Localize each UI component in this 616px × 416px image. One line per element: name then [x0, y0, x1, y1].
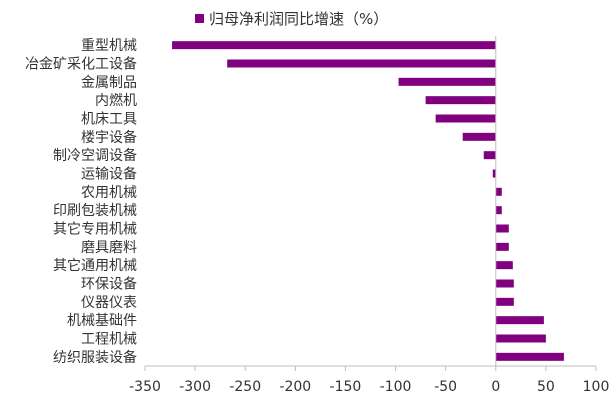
category-label: 重型机械 [81, 38, 137, 54]
x-tick-label: 0 [491, 379, 500, 395]
x-tick-label: -250 [229, 379, 261, 395]
bar [495, 187, 502, 196]
category-label: 纺织服装设备 [53, 349, 137, 366]
category-label: 磨具磨料 [81, 240, 137, 256]
category-label: 机床工具 [81, 112, 137, 128]
axes [144, 36, 597, 371]
bar [483, 151, 496, 160]
category-label: 环保设备 [81, 276, 137, 293]
category-label: 农用机械 [81, 185, 137, 201]
bar [462, 132, 496, 141]
bars [172, 41, 564, 361]
x-tick-label: 50 [537, 379, 555, 395]
bar [495, 297, 514, 306]
bar [495, 334, 546, 343]
x-tick-label: -200 [279, 379, 311, 395]
legend-label: 归母净利润同比增速（%） [209, 10, 388, 28]
category-label: 冶金矿采化工设备 [25, 56, 137, 73]
bar [227, 59, 496, 68]
legend: 归母净利润同比增速（%） [195, 10, 388, 28]
bar [398, 77, 496, 86]
bar [172, 41, 496, 50]
category-label: 其它专用机械 [53, 221, 137, 238]
bar [492, 169, 496, 178]
bar [495, 352, 564, 361]
bar [495, 242, 509, 251]
x-tick-label: 100 [583, 379, 610, 395]
category-label: 工程机械 [81, 332, 137, 348]
bar [495, 316, 544, 325]
category-label: 运输设备 [81, 166, 137, 183]
category-label: 金属制品 [81, 75, 137, 91]
x-tick-label: -150 [330, 379, 362, 395]
bar [435, 114, 496, 123]
category-labels: 重型机械冶金矿采化工设备金属制品内燃机机床工具楼宇设备制冷空调设备运输设备农用机… [25, 38, 137, 366]
x-tick-label: -350 [129, 379, 161, 395]
x-tick-labels: -350 -300 -250 -200 -150 -100 -50 0 50 100 [129, 379, 609, 395]
x-tick-label: -100 [380, 379, 412, 395]
category-label: 印刷包装机械 [53, 203, 137, 219]
bar [495, 261, 513, 270]
bar [495, 224, 509, 233]
category-label: 其它通用机械 [53, 257, 137, 274]
bar [425, 96, 496, 105]
category-label: 内燃机 [95, 92, 137, 109]
category-label: 楼宇设备 [81, 129, 137, 146]
x-tick-label: -300 [179, 379, 211, 395]
category-label: 制冷空调设备 [53, 147, 137, 164]
bar [495, 279, 514, 288]
legend-swatch [195, 14, 204, 23]
bar [495, 206, 502, 215]
category-label: 仪器仪表 [81, 295, 137, 311]
category-label: 机械基础件 [67, 312, 137, 329]
x-tick-label: -50 [434, 379, 457, 395]
